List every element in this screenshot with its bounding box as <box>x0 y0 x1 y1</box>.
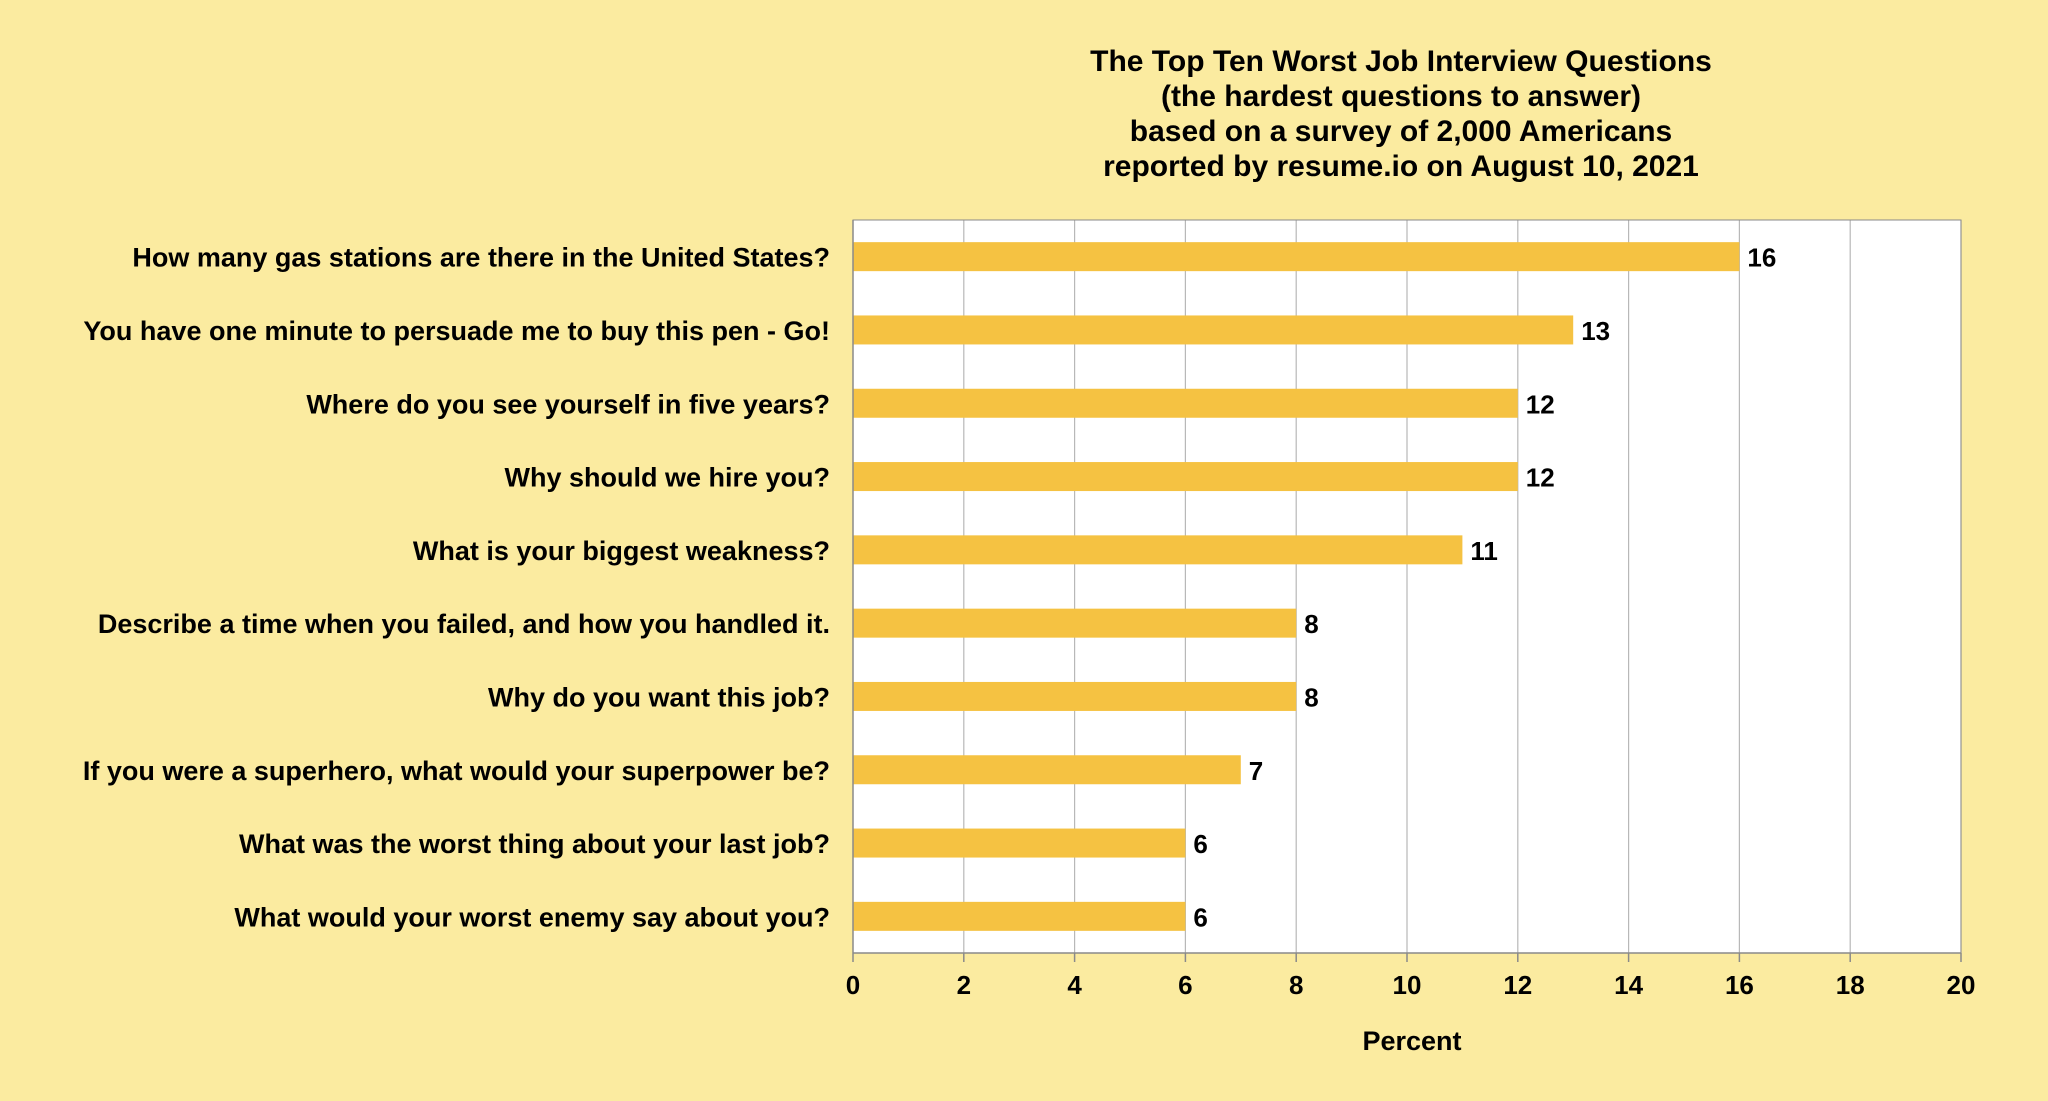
title-line-1: The Top Ten Worst Job Interview Question… <box>1090 45 1712 78</box>
bar-10 <box>853 901 1186 931</box>
value-label-6: 8 <box>1304 609 1318 639</box>
title-line-4: reported by resume.io on August 10, 2021 <box>1103 150 1699 183</box>
bar-6 <box>853 608 1297 638</box>
value-label-9: 6 <box>1193 829 1207 859</box>
bar-4 <box>853 462 1518 492</box>
tick-label-x-16: 16 <box>1725 970 1754 1000</box>
value-label-4: 12 <box>1526 463 1555 493</box>
bar-7 <box>853 681 1297 711</box>
tick-label-x-20: 20 <box>1947 970 1976 1000</box>
bar-1 <box>853 242 1740 272</box>
bar-9 <box>853 828 1186 858</box>
category-label-6: Describe a time when you failed, and how… <box>98 609 830 639</box>
tick-label-x-10: 10 <box>1393 970 1422 1000</box>
value-label-8: 7 <box>1249 756 1263 786</box>
title-line-2: (the hardest questions to answer) <box>1161 80 1641 113</box>
chart-title: The Top Ten Worst Job Interview Question… <box>1090 45 1712 183</box>
tick-label-x-6: 6 <box>1178 970 1192 1000</box>
bar-5 <box>853 535 1463 565</box>
title-line-3: based on a survey of 2,000 Americans <box>1130 115 1672 148</box>
category-label-2: You have one minute to persuade me to bu… <box>83 316 830 346</box>
labels: 0 2 4 6 8 10 12 14 16 18 20 How many gas stations a… <box>83 243 1976 1000</box>
category-label-8: If you were a superhero, what would your… <box>83 756 830 786</box>
bars <box>853 242 1740 931</box>
value-label-10: 6 <box>1193 902 1207 932</box>
tick-label-x-8: 8 <box>1289 970 1303 1000</box>
value-label-2: 13 <box>1581 316 1610 346</box>
axes <box>852 219 1962 962</box>
tick-label-x-14: 14 <box>1614 970 1643 1000</box>
value-label-5: 11 <box>1470 536 1498 566</box>
category-label-5: What is your biggest weakness? <box>413 536 830 566</box>
tick-label-x-2: 2 <box>957 970 971 1000</box>
value-label-7: 8 <box>1304 682 1318 712</box>
category-label-4: Why should we hire you? <box>504 463 830 493</box>
value-label-1: 16 <box>1747 243 1776 273</box>
x-axis-title: Percent <box>1362 1026 1461 1056</box>
category-label-9: What was the worst thing about your last… <box>239 829 830 859</box>
bar-3 <box>853 388 1518 418</box>
category-label-7: Why do you want this job? <box>488 682 830 712</box>
tick-label-x-12: 12 <box>1503 970 1532 1000</box>
value-label-3: 12 <box>1526 389 1555 419</box>
bar-2 <box>853 315 1574 345</box>
tick-label-x-4: 4 <box>1067 970 1082 1000</box>
category-label-10: What would your worst enemy say about yo… <box>234 902 830 932</box>
category-label-1: How many gas stations are there in the U… <box>132 243 830 273</box>
category-label-3: Where do you see yourself in five years? <box>306 389 830 419</box>
bar-8 <box>853 755 1241 785</box>
tick-label-x-0: 0 <box>846 970 860 1000</box>
plot-border <box>852 219 1962 954</box>
tick-label-x-18: 18 <box>1836 970 1865 1000</box>
